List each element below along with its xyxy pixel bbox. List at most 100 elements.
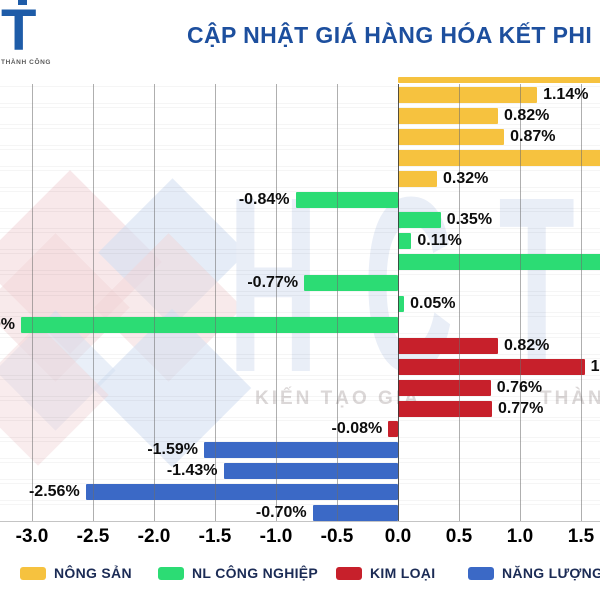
row-guide-line — [0, 479, 600, 481]
row-guide-line — [0, 420, 600, 422]
row-guide-line — [0, 332, 600, 334]
x-axis-tick-label: -2.5 — [76, 526, 110, 547]
watermark-tagline-right: THÀNH — [540, 388, 600, 409]
bar-value-label: 0.82% — [504, 106, 550, 124]
row-guide-line — [0, 357, 600, 359]
bar-nl-công-nghiệp — [295, 191, 398, 208]
bar-value-label: 0.87% — [510, 127, 556, 145]
row-guide-line — [0, 291, 600, 293]
logo-subtext: THÀNH CÔNG — [1, 59, 52, 66]
x-axis-tick-label: 1.5 — [567, 526, 595, 547]
x-axis-tick-label: -2.0 — [137, 526, 171, 547]
legend-item: NÔNG SẢN — [20, 565, 132, 581]
row-guide-line — [0, 336, 600, 338]
row-guide-line — [0, 148, 600, 150]
bar-kim-loại — [398, 400, 492, 417]
gridline — [215, 84, 216, 521]
bar-value-label: 0.05% — [410, 295, 456, 312]
page-title: CẬP NHẬT GIÁ HÀNG HÓA KẾT PHI — [187, 22, 593, 48]
row-guide-line — [0, 186, 600, 188]
gridline — [32, 84, 33, 521]
bar-value-label: 0.76% — [496, 378, 543, 396]
bar-nl-công-nghiệp — [398, 212, 441, 229]
x-axis-tick-label: -1.5 — [198, 526, 232, 547]
x-axis-tick-label: 0.5 — [445, 526, 473, 547]
watermark-tagline-left: KIẾN TẠO GIÁ — [255, 388, 421, 409]
bar-value-label: 0.35% — [446, 211, 493, 229]
row-guide-line — [0, 190, 600, 192]
row-guide-line — [0, 374, 600, 376]
row-guide-line — [0, 123, 600, 125]
legend-label: KIM LOẠI — [370, 565, 436, 581]
bar-value-label: -0.08% — [331, 420, 383, 438]
bar-nl-công-nghiệp — [398, 254, 600, 271]
bar-value-label: -0.70% — [255, 504, 307, 521]
bar-value-label: 0.82% — [504, 336, 550, 354]
legend-label: NĂNG LƯỢNG — [502, 565, 600, 581]
bar-kim-loại — [388, 421, 398, 438]
zero-axis-line — [398, 84, 399, 521]
bar-value-label: 0.77% — [497, 399, 544, 417]
bar-kim-loại — [398, 379, 491, 396]
row-guide-line — [0, 253, 600, 255]
bar-value-label: 0.32% — [443, 169, 489, 187]
legend-swatch — [158, 566, 184, 580]
legend-swatch — [468, 566, 494, 580]
legend-swatch — [20, 566, 46, 580]
row-guide-line — [0, 312, 600, 313]
bar-năng-lượng — [223, 463, 398, 480]
legend-swatch — [336, 566, 362, 580]
bar-nl-công-nghiệp — [398, 296, 405, 312]
logo-fragment — [18, 0, 27, 5]
row-guide-line — [0, 103, 600, 104]
row-guide-line — [0, 441, 600, 443]
logo-letter: T — [1, 0, 37, 63]
row-guide-line — [0, 127, 600, 129]
row-guide-line — [0, 399, 600, 401]
bar-value-label: -1.43% — [166, 462, 218, 480]
row-guide-line — [0, 462, 600, 464]
row-guide-line — [0, 232, 600, 234]
bar-value-label: -3.09% — [0, 315, 16, 333]
row-guide-line — [0, 295, 600, 296]
row-guide-line — [0, 86, 600, 87]
bar-nông-sản — [398, 87, 538, 103]
row-guide-line — [0, 106, 600, 108]
bar-nông-sản — [398, 149, 600, 166]
bar-value-label: -0.77% — [247, 274, 299, 292]
bar-nông-sản — [398, 107, 499, 124]
x-axis-tick-label: 1.0 — [506, 526, 534, 547]
gridline — [581, 84, 582, 521]
x-axis-tick-label: -0.5 — [320, 526, 354, 547]
legend-label: NÔNG SẢN — [54, 565, 132, 581]
x-axis-tick-label: -3.0 — [15, 526, 49, 547]
row-guide-line — [0, 504, 600, 505]
row-guide-line — [0, 483, 600, 485]
row-guide-line — [0, 144, 600, 146]
row-guide-line — [0, 500, 600, 502]
row-guide-line — [0, 416, 600, 418]
row-guide-line — [0, 165, 600, 167]
row-guide-line — [0, 315, 600, 317]
bar-kim-loại — [398, 358, 585, 375]
row-guide-line — [0, 437, 600, 439]
bar-kim-loại — [398, 337, 499, 354]
bar-nl-công-nghiệp — [398, 233, 412, 250]
legend-item: NL CÔNG NGHIỆP — [158, 565, 318, 581]
row-guide-line — [0, 274, 600, 276]
bar-value-label: 1.5 — [590, 357, 600, 375]
bar-năng-lượng — [85, 484, 398, 501]
row-guide-line — [0, 378, 600, 380]
bar-value-label: -0.84% — [238, 190, 290, 208]
gridline — [93, 84, 94, 521]
row-guide-line — [0, 395, 600, 397]
bar-nông-sản — [398, 170, 438, 187]
bar-value-label: 0.11% — [417, 232, 462, 250]
row-guide-line — [0, 270, 600, 272]
x-axis-line — [0, 521, 600, 522]
row-guide-line — [0, 228, 600, 230]
bar-năng-lượng — [312, 505, 398, 521]
bar-nông-sản — [398, 77, 600, 83]
gridline — [154, 84, 155, 521]
